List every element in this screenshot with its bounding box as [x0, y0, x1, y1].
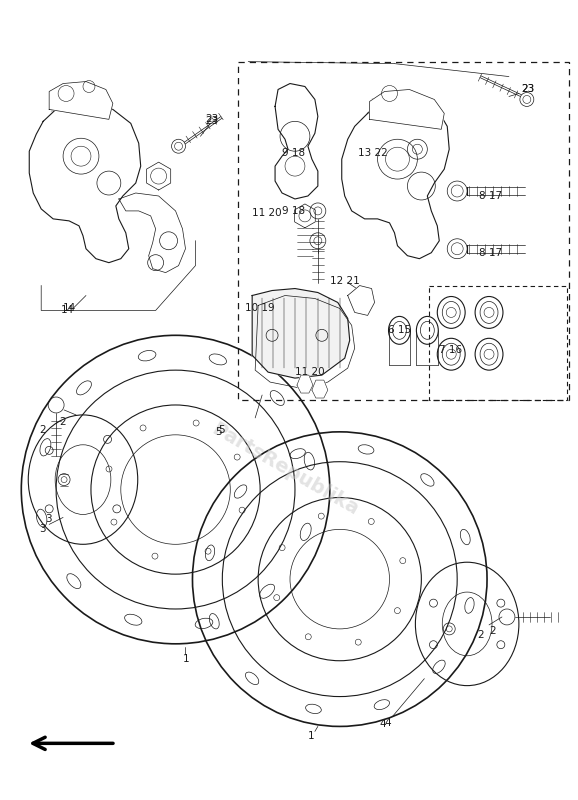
Text: 7 16: 7 16: [439, 346, 462, 355]
Bar: [429, 286, 566, 400]
Text: 8 17: 8 17: [479, 191, 502, 201]
Text: 5: 5: [216, 427, 222, 437]
Text: 2: 2: [39, 425, 46, 435]
Polygon shape: [49, 82, 113, 119]
Polygon shape: [297, 375, 313, 393]
Text: 2: 2: [59, 417, 66, 427]
Bar: [238, 62, 569, 400]
Polygon shape: [369, 90, 444, 130]
Polygon shape: [29, 102, 140, 262]
Text: 13 22: 13 22: [358, 148, 387, 158]
Text: 5: 5: [218, 425, 225, 435]
Polygon shape: [252, 289, 350, 378]
Text: 1: 1: [308, 731, 314, 742]
Text: 23: 23: [205, 114, 218, 124]
Text: 4: 4: [380, 719, 386, 730]
Text: 23: 23: [205, 116, 218, 126]
Text: PartsRepublika: PartsRepublika: [208, 420, 362, 519]
Text: 3: 3: [39, 524, 46, 534]
Text: 23: 23: [521, 85, 534, 94]
Text: 9 18: 9 18: [282, 148, 305, 158]
Text: 3: 3: [45, 514, 52, 525]
Polygon shape: [342, 94, 449, 258]
Text: 11 20: 11 20: [295, 367, 325, 377]
Text: 23: 23: [521, 85, 534, 94]
Polygon shape: [119, 193, 186, 273]
Text: 1: 1: [183, 654, 189, 664]
Text: 2: 2: [489, 626, 496, 636]
Polygon shape: [147, 162, 171, 190]
Polygon shape: [275, 83, 318, 199]
Text: 6 15: 6 15: [387, 326, 410, 335]
Text: 12 21: 12 21: [330, 275, 360, 286]
Text: 4: 4: [384, 718, 391, 729]
Text: 8 17: 8 17: [479, 248, 502, 258]
Text: 10 19: 10 19: [245, 303, 275, 314]
Text: 11 20: 11 20: [252, 208, 282, 218]
Polygon shape: [295, 204, 315, 228]
Text: 9 18: 9 18: [282, 206, 305, 216]
Polygon shape: [348, 286, 375, 315]
Text: 14: 14: [61, 306, 75, 315]
Text: 14: 14: [63, 303, 76, 314]
Polygon shape: [312, 380, 328, 398]
Text: 2: 2: [477, 630, 484, 640]
